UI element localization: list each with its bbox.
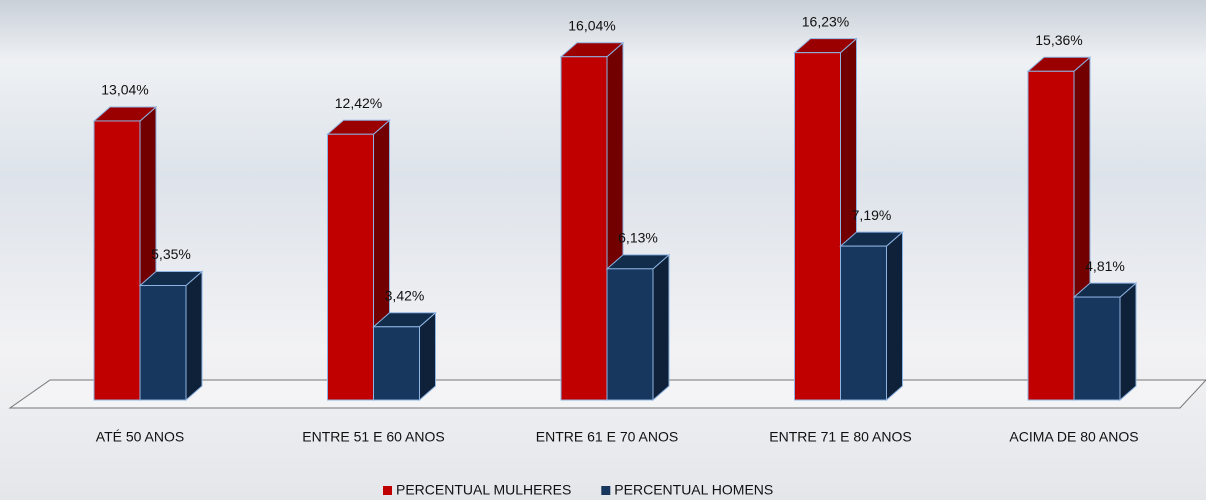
bar bbox=[560, 56, 608, 401]
x-tick-label: ACIMA DE 80 ANOS bbox=[1009, 429, 1138, 445]
data-label: 4,81% bbox=[1085, 258, 1125, 274]
data-label: 12,42% bbox=[335, 95, 382, 111]
data-label: 6,13% bbox=[618, 230, 658, 246]
data-label: 15,36% bbox=[1035, 32, 1082, 48]
data-label: 16,23% bbox=[802, 13, 849, 29]
x-tick-label: ATÉ 50 ANOS bbox=[96, 429, 184, 445]
bar-side bbox=[886, 231, 903, 402]
bar bbox=[93, 120, 141, 401]
bar bbox=[139, 285, 187, 401]
data-label: 13,04% bbox=[101, 82, 148, 98]
bar-side bbox=[652, 253, 670, 402]
legend-label: PERCENTUAL HOMENS bbox=[614, 482, 773, 498]
bar bbox=[327, 133, 374, 401]
bar-side bbox=[185, 270, 203, 402]
bar bbox=[373, 326, 420, 401]
bar bbox=[840, 245, 887, 401]
x-tick-label: ENTRE 51 E 60 ANOS bbox=[302, 429, 444, 445]
x-tick-label: ENTRE 61 E 70 ANOS bbox=[536, 429, 678, 445]
data-label: 5,35% bbox=[151, 246, 191, 262]
legend-swatch bbox=[601, 486, 611, 495]
x-tick-label: ENTRE 71 E 80 ANOS bbox=[769, 429, 911, 445]
data-label: 7,19% bbox=[852, 207, 892, 223]
bar bbox=[1073, 296, 1121, 401]
bar bbox=[606, 268, 654, 401]
legend-label: PERCENTUAL MULHERES bbox=[396, 482, 571, 498]
bar bbox=[794, 52, 841, 401]
legend-swatch bbox=[383, 486, 392, 495]
bar-side bbox=[1119, 281, 1137, 402]
bar bbox=[1027, 70, 1075, 401]
data-label: 3,42% bbox=[385, 288, 425, 304]
data-label: 16,04% bbox=[568, 17, 615, 33]
bar-side bbox=[419, 311, 436, 402]
